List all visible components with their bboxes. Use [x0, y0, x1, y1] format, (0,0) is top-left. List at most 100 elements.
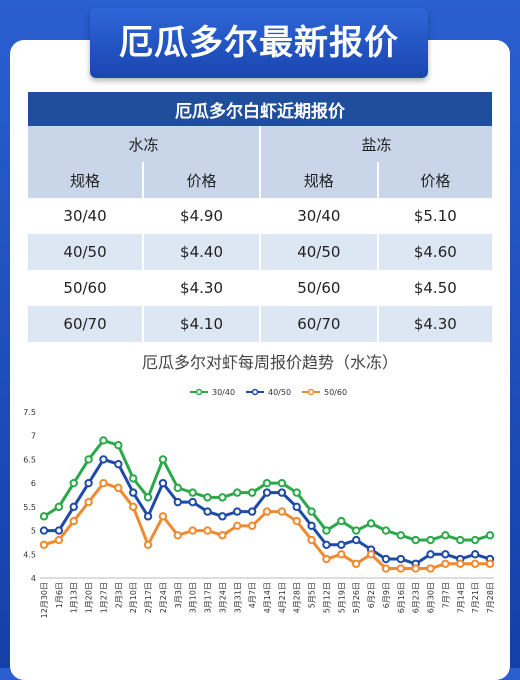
point	[441, 559, 450, 568]
point	[188, 488, 197, 497]
point	[292, 516, 301, 526]
x-tick-label: 6月23日	[412, 582, 421, 613]
point	[233, 521, 242, 531]
point	[470, 559, 480, 568]
x-tick-label: 5月19日	[337, 582, 346, 613]
legend-marker	[195, 388, 203, 396]
x-tick-label: 3月3日	[174, 582, 183, 608]
x-tick-label: 5月26日	[352, 582, 361, 613]
point	[84, 497, 93, 507]
point	[54, 502, 64, 512]
x-tick-label: 3月24日	[218, 582, 227, 613]
point	[114, 459, 123, 469]
x-tick-label: 6月30日	[427, 582, 436, 613]
point	[337, 516, 346, 526]
point	[69, 478, 78, 488]
x-tick-label: 6月16日	[397, 582, 406, 613]
table-cell: $4.40	[142, 234, 260, 270]
table-row: 60/70 $4.10 60/70 $4.30	[28, 306, 492, 342]
point	[143, 493, 153, 502]
point	[456, 535, 465, 545]
point	[129, 474, 138, 483]
point	[114, 441, 123, 450]
point	[456, 559, 465, 568]
point	[262, 478, 272, 488]
column-header: 规格	[28, 162, 144, 198]
point	[307, 535, 316, 545]
table-cell: $5.10	[376, 198, 492, 234]
point	[426, 535, 435, 545]
legend-label: 30/40	[212, 388, 235, 397]
point	[307, 507, 316, 516]
x-tick-label: 6月9日	[382, 582, 391, 608]
x-tick-label: 2月24日	[159, 582, 168, 613]
point	[203, 526, 212, 535]
legend-label: 40/50	[268, 388, 291, 397]
point	[322, 526, 331, 535]
point	[337, 540, 346, 550]
table-cell: 40/50	[28, 234, 144, 270]
legend-marker	[251, 388, 259, 396]
y-tick-label: 7.5	[23, 408, 36, 417]
x-tick-label: 4月21日	[278, 582, 287, 613]
point	[99, 436, 108, 445]
table-cell: 60/70	[258, 306, 378, 342]
x-tick-label: 3月10日	[189, 582, 198, 613]
x-tick-label: 3月31日	[233, 582, 242, 613]
x-tick-label: 2月3日	[114, 582, 123, 608]
point	[381, 554, 391, 564]
y-tick-label: 4.5	[23, 550, 36, 559]
group-header: 水冻	[28, 126, 260, 162]
point	[69, 502, 78, 512]
point	[188, 526, 197, 535]
y-tick-label: 6.5	[23, 455, 36, 464]
point	[396, 531, 405, 540]
x-tick-label: 7月7日	[441, 582, 450, 608]
table-cell: 50/60	[258, 270, 378, 306]
point	[322, 540, 331, 550]
table-cell: 50/60	[63, 279, 107, 297]
x-tick-label: 1月20日	[85, 582, 94, 613]
header-title: 厄瓜多尔最新报价	[90, 8, 428, 78]
x-tick-label: 3月17日	[204, 582, 213, 613]
point	[262, 488, 272, 497]
y-tick-label: 5.5	[23, 503, 36, 512]
y-tick-label: 6	[31, 479, 36, 488]
x-tick-label: 12月30日	[40, 582, 49, 618]
x-tick-label: 7月28日	[486, 582, 495, 613]
point	[39, 512, 49, 521]
point	[352, 526, 361, 535]
point	[218, 512, 227, 521]
table-cell: 60/70	[28, 306, 144, 342]
point	[322, 554, 331, 564]
point	[262, 507, 272, 516]
point	[39, 540, 49, 550]
point	[173, 483, 183, 493]
point	[441, 531, 450, 540]
legend-label: 50/60	[324, 388, 347, 397]
point	[485, 531, 495, 540]
point	[114, 483, 123, 493]
point	[277, 478, 287, 488]
chart: 厄瓜多尔对虾每周报价趋势（水冻） 4 4.5 5 5.5 6 6.5 7 7.5 12月30日 1…	[23, 353, 495, 618]
point	[366, 519, 376, 528]
point	[218, 493, 227, 502]
point	[129, 502, 138, 512]
point	[441, 550, 450, 559]
price-table: 厄瓜多尔白虾近期报价 水冻 盐冻 规格 价格 规格 价格 30/40 $4.90 30/40…	[28, 92, 492, 342]
column-header: 价格	[142, 162, 260, 198]
y-tick-label: 5	[31, 527, 36, 536]
point	[411, 535, 420, 545]
x-tick-label: 5月5日	[308, 582, 317, 608]
point	[173, 497, 183, 507]
point	[84, 478, 93, 488]
point	[99, 478, 108, 488]
point	[143, 540, 153, 550]
point	[99, 455, 108, 464]
x-tick-label: 2月17日	[144, 582, 153, 613]
table-cell: $4.60	[376, 234, 492, 270]
table-cell: $4.30	[142, 270, 260, 306]
point	[173, 531, 183, 540]
point	[292, 488, 301, 497]
point	[411, 564, 420, 573]
